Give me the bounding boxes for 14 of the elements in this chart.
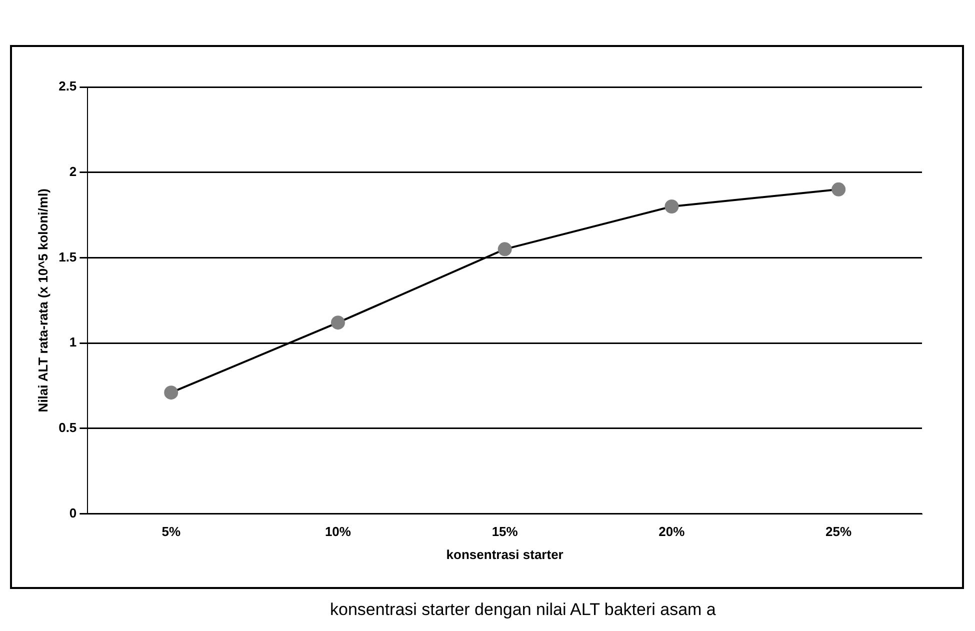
x-tick-label: 25% (826, 524, 852, 540)
y-axis-title: Nilai ALT rata-rata (x 10^5 koloni/ml) (35, 188, 50, 412)
x-tick-label: 5% (162, 524, 181, 540)
x-tick-label: 10% (324, 524, 352, 540)
y-tick-label: 1.5 (58, 249, 77, 264)
text: konsentrasi starter dengan nilai ALT bakteri asam a (330, 600, 716, 620)
y-tick-label: 2 (69, 164, 77, 179)
y-tick-label: 0 (69, 505, 77, 520)
y-tick-label: 1 (69, 334, 77, 350)
y-tick-label: 0.5 (58, 420, 77, 436)
y-tick-label: 2.5 (58, 78, 77, 94)
x-tick-label: 20% (658, 524, 686, 540)
x-tick-label: 15% (492, 524, 518, 540)
x-axis-title: konsentrasi starter (446, 546, 564, 562)
